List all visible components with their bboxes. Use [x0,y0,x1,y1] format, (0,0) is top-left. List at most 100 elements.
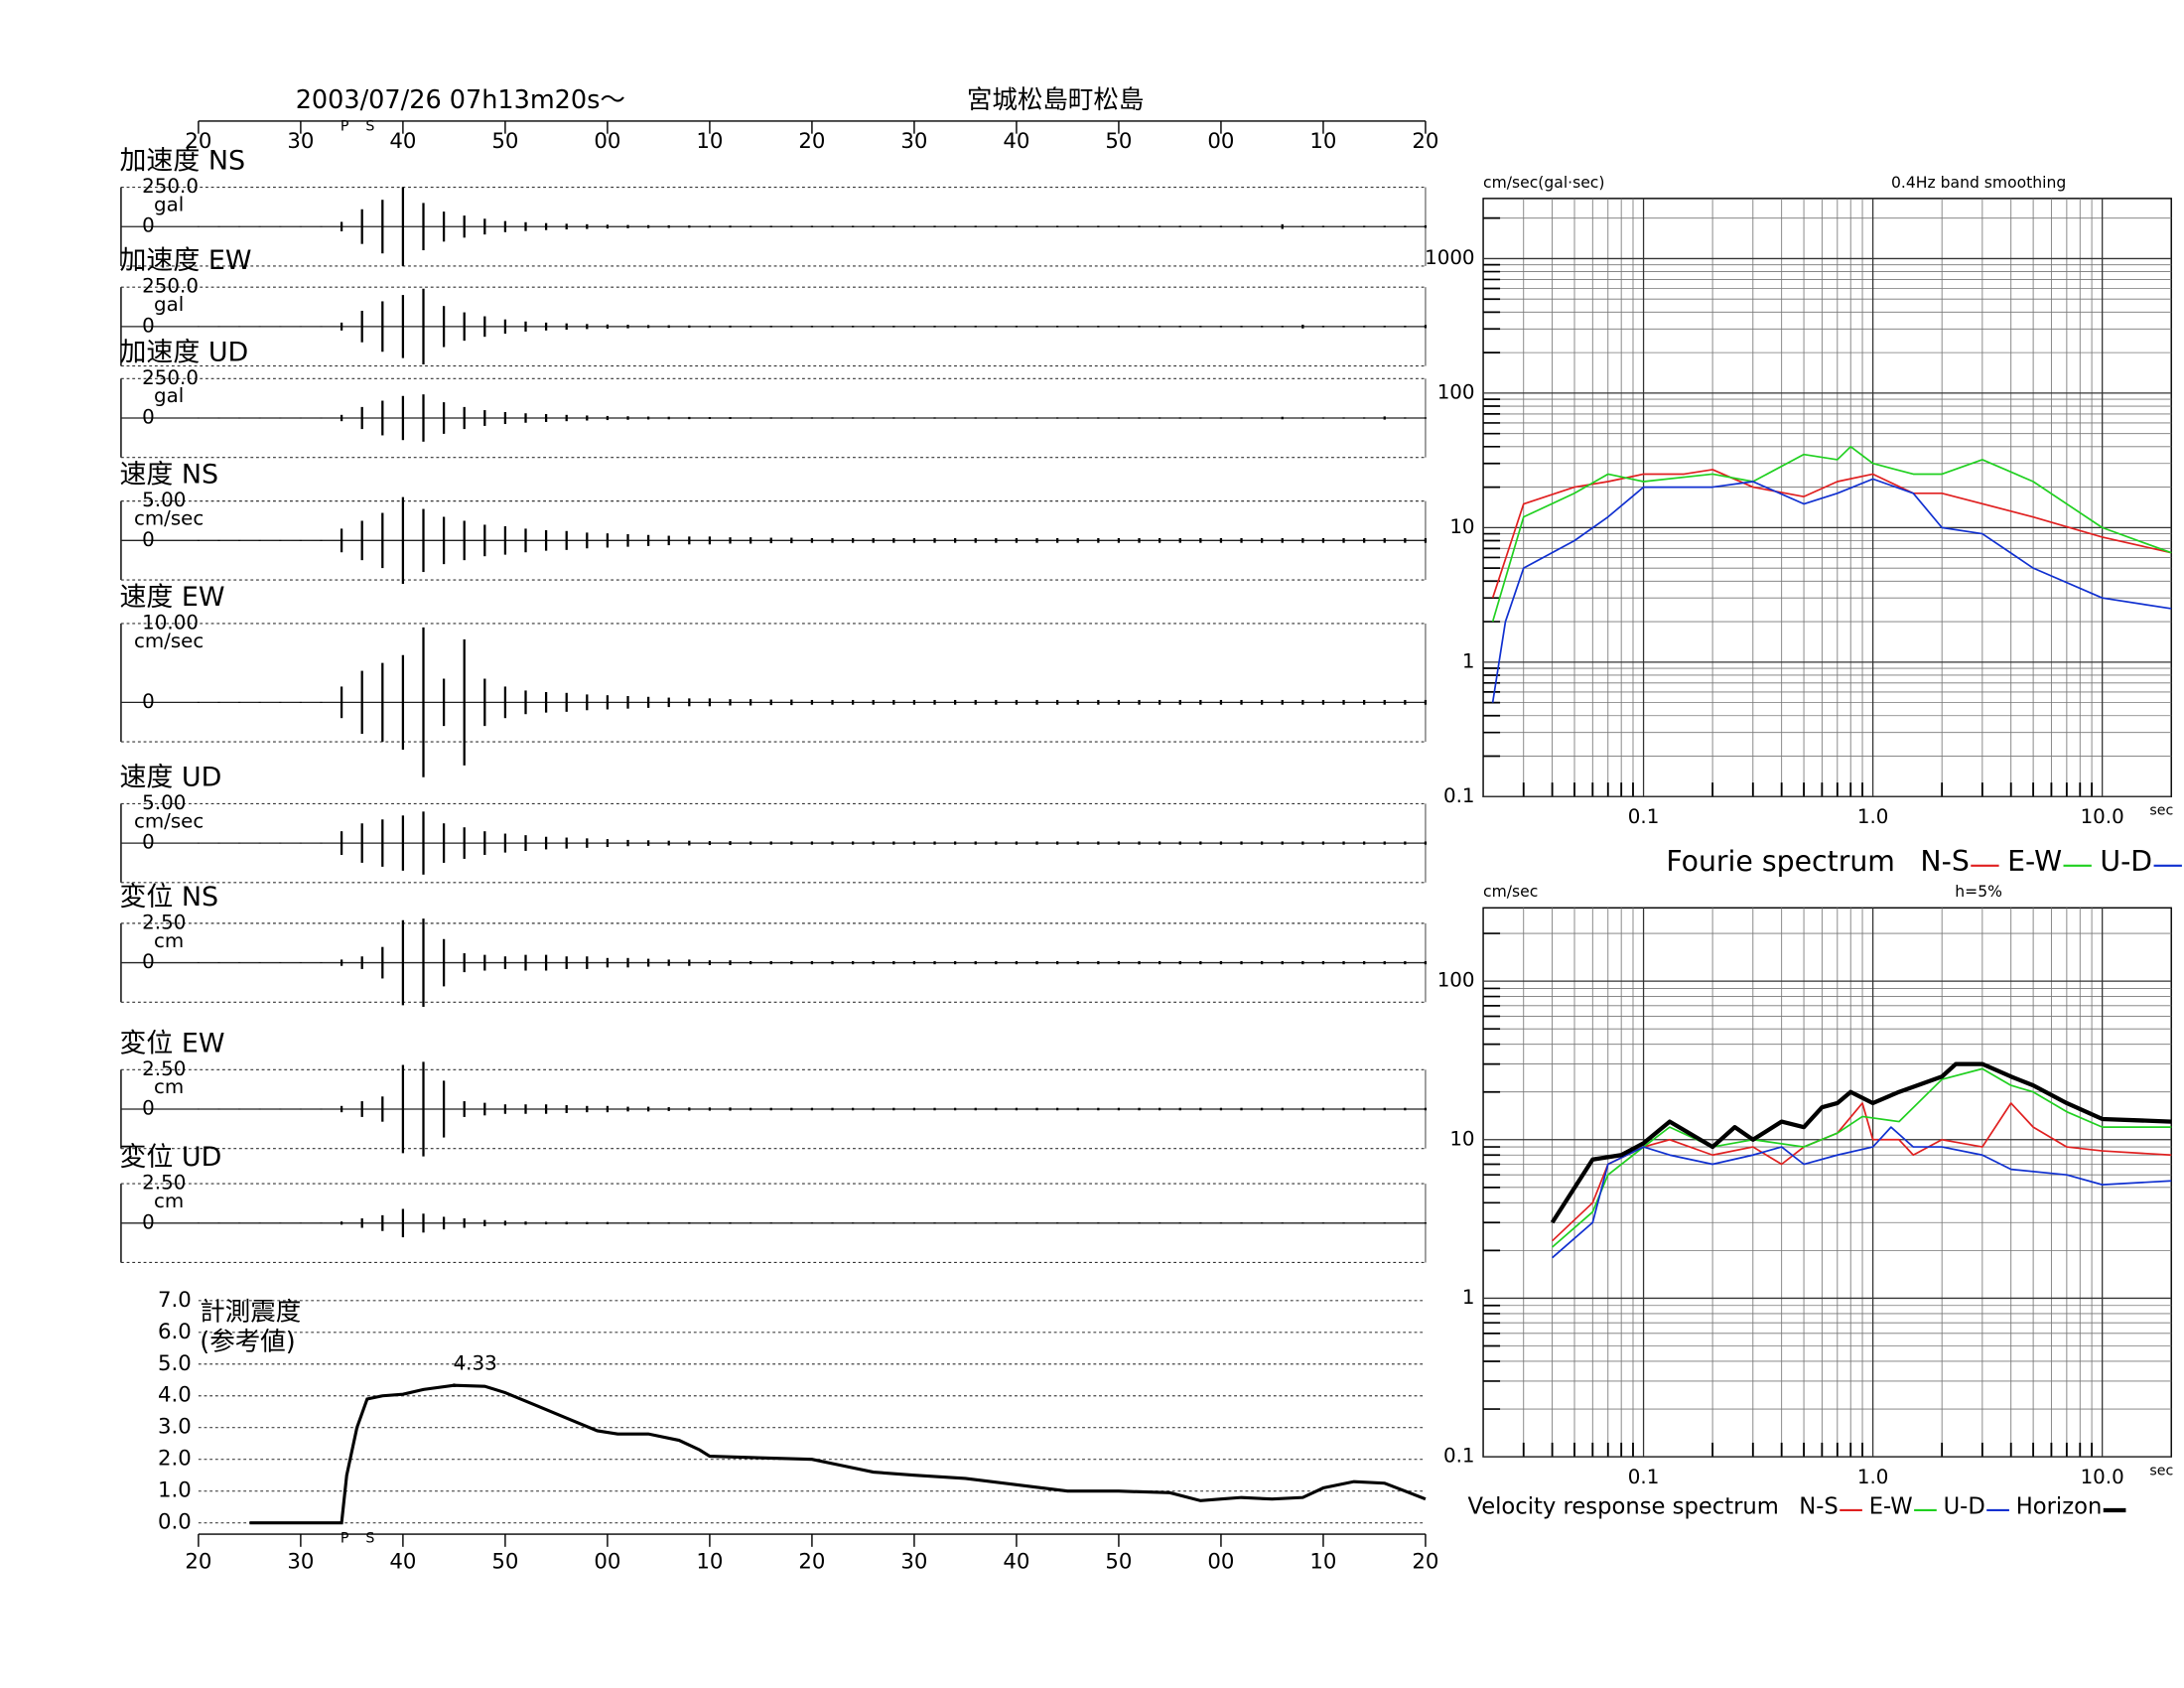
x-tick-label: 30 [900,1549,927,1574]
x-tick-label: 20 [185,129,211,154]
y-tick-label: 0 [142,831,155,854]
trace-name: 加速度 UD [120,337,249,367]
y-axis-label: 計測震度 [200,1298,301,1328]
x-tick-label: 50 [491,1549,518,1574]
y-tick-label: 0.0 [158,1510,192,1535]
y-tick-label: 2.50 [142,911,186,933]
station: 宮城松島町松島 [967,85,1145,115]
title: 2003/07/26 07h13m20s〜 [296,85,625,115]
y-tick-label: 1 [1462,649,1475,672]
x-tick-label: 30 [287,129,314,154]
unit-label: cm/sec [134,630,204,652]
series-line [1552,1067,2172,1248]
y-tick-label: 10.00 [142,611,199,633]
plot-frame [1482,907,2172,1458]
x-tick-label: 20 [1412,129,1438,154]
y-tick-label: 2.50 [142,1057,186,1080]
legend-label: N-S [1799,1494,1839,1520]
unit-label: gal [154,384,184,407]
y-tick-label: 0 [142,214,155,237]
x-tick-label: 50 [1105,1549,1132,1574]
unit-label: cm/sec [134,809,204,832]
y-tick-label: 100 [1437,380,1475,403]
y-tick-label: 0 [142,528,155,551]
trace-name: 加速度 NS [120,146,246,177]
phase-label: P [341,119,349,135]
x-tick-label: 10 [696,129,723,154]
x-axis-label: sec [2149,1463,2173,1478]
x-tick-label: 40 [389,1549,416,1574]
series-line [1550,1061,2172,1224]
phase-label: S [365,119,374,135]
legend-label: E-W [1869,1494,1913,1520]
y-tick-label: 1 [1462,1286,1475,1309]
y-tick-label: 5.0 [158,1351,192,1376]
x-tick-label: 20 [185,1549,211,1574]
phase-label: S [365,1530,374,1546]
x-tick-label: 0.1 [1628,805,1660,828]
series-line [1552,1102,2172,1242]
y-tick-label: 0.1 [1443,784,1475,807]
x-tick-label: 10.0 [2081,805,2124,828]
x-tick-label: 00 [594,1549,620,1574]
subtitle: 0.4Hz band smoothing [1891,174,2066,192]
unit-label: cm/sec [134,507,204,530]
x-tick-label: 10 [696,1549,723,1574]
y-tick-label: 6.0 [158,1320,192,1344]
unit-label: cm [154,1075,184,1098]
intensity-line [249,1383,1427,1525]
y-tick-label: 10 [1449,515,1474,538]
x-tick-label: 20 [1412,1549,1438,1574]
x-tick-label: 1.0 [1857,805,1889,828]
y-axis-label: cm/sec(gal·sec) [1483,174,1604,192]
y-tick-label: 5.00 [142,791,186,814]
x-tick-label: 00 [1207,129,1234,154]
y-tick-label: 0 [142,690,155,713]
x-tick-label: 40 [1003,129,1029,154]
y-tick-label: 0 [142,1096,155,1119]
series-line [1552,1126,2172,1259]
subtitle: h=5% [1955,883,2002,901]
trace-name: 速度 EW [120,582,225,613]
unit-label: gal [154,293,184,316]
x-tick-label: 50 [491,129,518,154]
trace-name: 変位 EW [120,1028,225,1058]
x-tick-label: 10.0 [2081,1466,2124,1488]
unit-label: cm [154,929,184,952]
x-tick-label: 10 [1309,1549,1336,1574]
series-line [1491,478,2172,703]
legend-title: Velocity response spectrum [1467,1494,1778,1520]
x-tick-label: 10 [1309,129,1336,154]
legend-label: Horizon [2016,1494,2103,1520]
y-axis-label: (参考値) [200,1327,295,1356]
x-axis-label: sec [2149,802,2173,818]
y-tick-label: 0 [142,405,155,428]
y-tick-label: 10 [1449,1127,1474,1150]
x-tick-label: 40 [389,129,416,154]
y-tick-label: 250.0 [142,366,199,389]
y-tick-label: 1.0 [158,1478,192,1503]
x-tick-label: 20 [798,129,825,154]
trace-name: 速度 NS [120,460,219,491]
y-tick-label: 3.0 [158,1415,192,1440]
phase-label: P [341,1530,349,1546]
y-tick-label: 1000 [1425,246,1474,269]
x-tick-label: 1.0 [1857,1466,1889,1488]
trace-name: 速度 UD [120,762,222,792]
x-tick-label: 50 [1105,129,1132,154]
y-tick-label: 2.0 [158,1447,192,1472]
y-tick-label: 250.0 [142,275,199,298]
trace-name: 変位 UD [120,1142,222,1173]
legend-label: E-W [2007,845,2062,878]
y-tick-label: 4.0 [158,1383,192,1408]
legend-label: U-D [1944,1494,1985,1520]
legend-title: Fourie spectrum [1666,845,1895,878]
y-tick-label: 7.0 [158,1288,192,1313]
x-tick-label: 20 [798,1549,825,1574]
series-line [1491,445,2172,623]
x-tick-label: 00 [594,129,620,154]
legend-label: U-D [2100,845,2152,878]
y-tick-label: 0.1 [1443,1445,1475,1468]
